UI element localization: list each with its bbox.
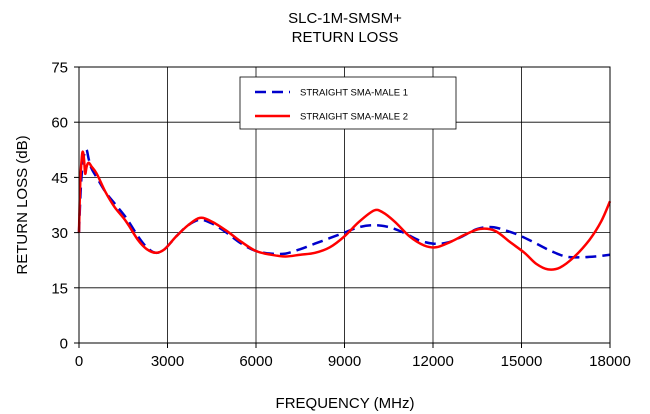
legend-label-series-2: STRAIGHT SMA-MALE 2 bbox=[300, 112, 408, 123]
legend: STRAIGHT SMA-MALE 1 STRAIGHT SMA-MALE 2 bbox=[239, 76, 457, 130]
y-tick-label: 15 bbox=[51, 280, 68, 297]
x-tick-label: 3000 bbox=[151, 353, 184, 370]
x-tick-label: 15000 bbox=[501, 353, 543, 370]
y-tick-label: 45 bbox=[51, 170, 68, 187]
x-tick-label: 18000 bbox=[589, 353, 631, 370]
legend-label-series-1: STRAIGHT SMA-MALE 1 bbox=[300, 88, 408, 99]
tick-labels: 0 3000 6000 9000 12000 15000 18000 0 15 30 45 60 75 bbox=[51, 60, 631, 371]
series-line-2 bbox=[77, 150, 612, 271]
x-tick-label: 9000 bbox=[328, 353, 361, 370]
x-tick-label: 12000 bbox=[412, 353, 454, 370]
x-tick-label: 6000 bbox=[239, 353, 272, 370]
chart-title-line-1: SLC-1M-SMSM+ bbox=[288, 10, 402, 27]
series-group bbox=[77, 148, 612, 271]
x-axis-label: FREQUENCY (MHz) bbox=[276, 395, 415, 412]
y-tick-label: 60 bbox=[51, 115, 68, 132]
chart-title-line-2: RETURN LOSS bbox=[292, 29, 399, 46]
y-axis-label: RETURN LOSS (dB) bbox=[14, 135, 31, 274]
legend-box bbox=[239, 76, 457, 130]
y-tick-label: 30 bbox=[51, 225, 68, 242]
y-tick-label: 75 bbox=[51, 60, 68, 77]
y-tick-label: 0 bbox=[60, 336, 68, 353]
x-tick-label: 0 bbox=[75, 353, 83, 370]
